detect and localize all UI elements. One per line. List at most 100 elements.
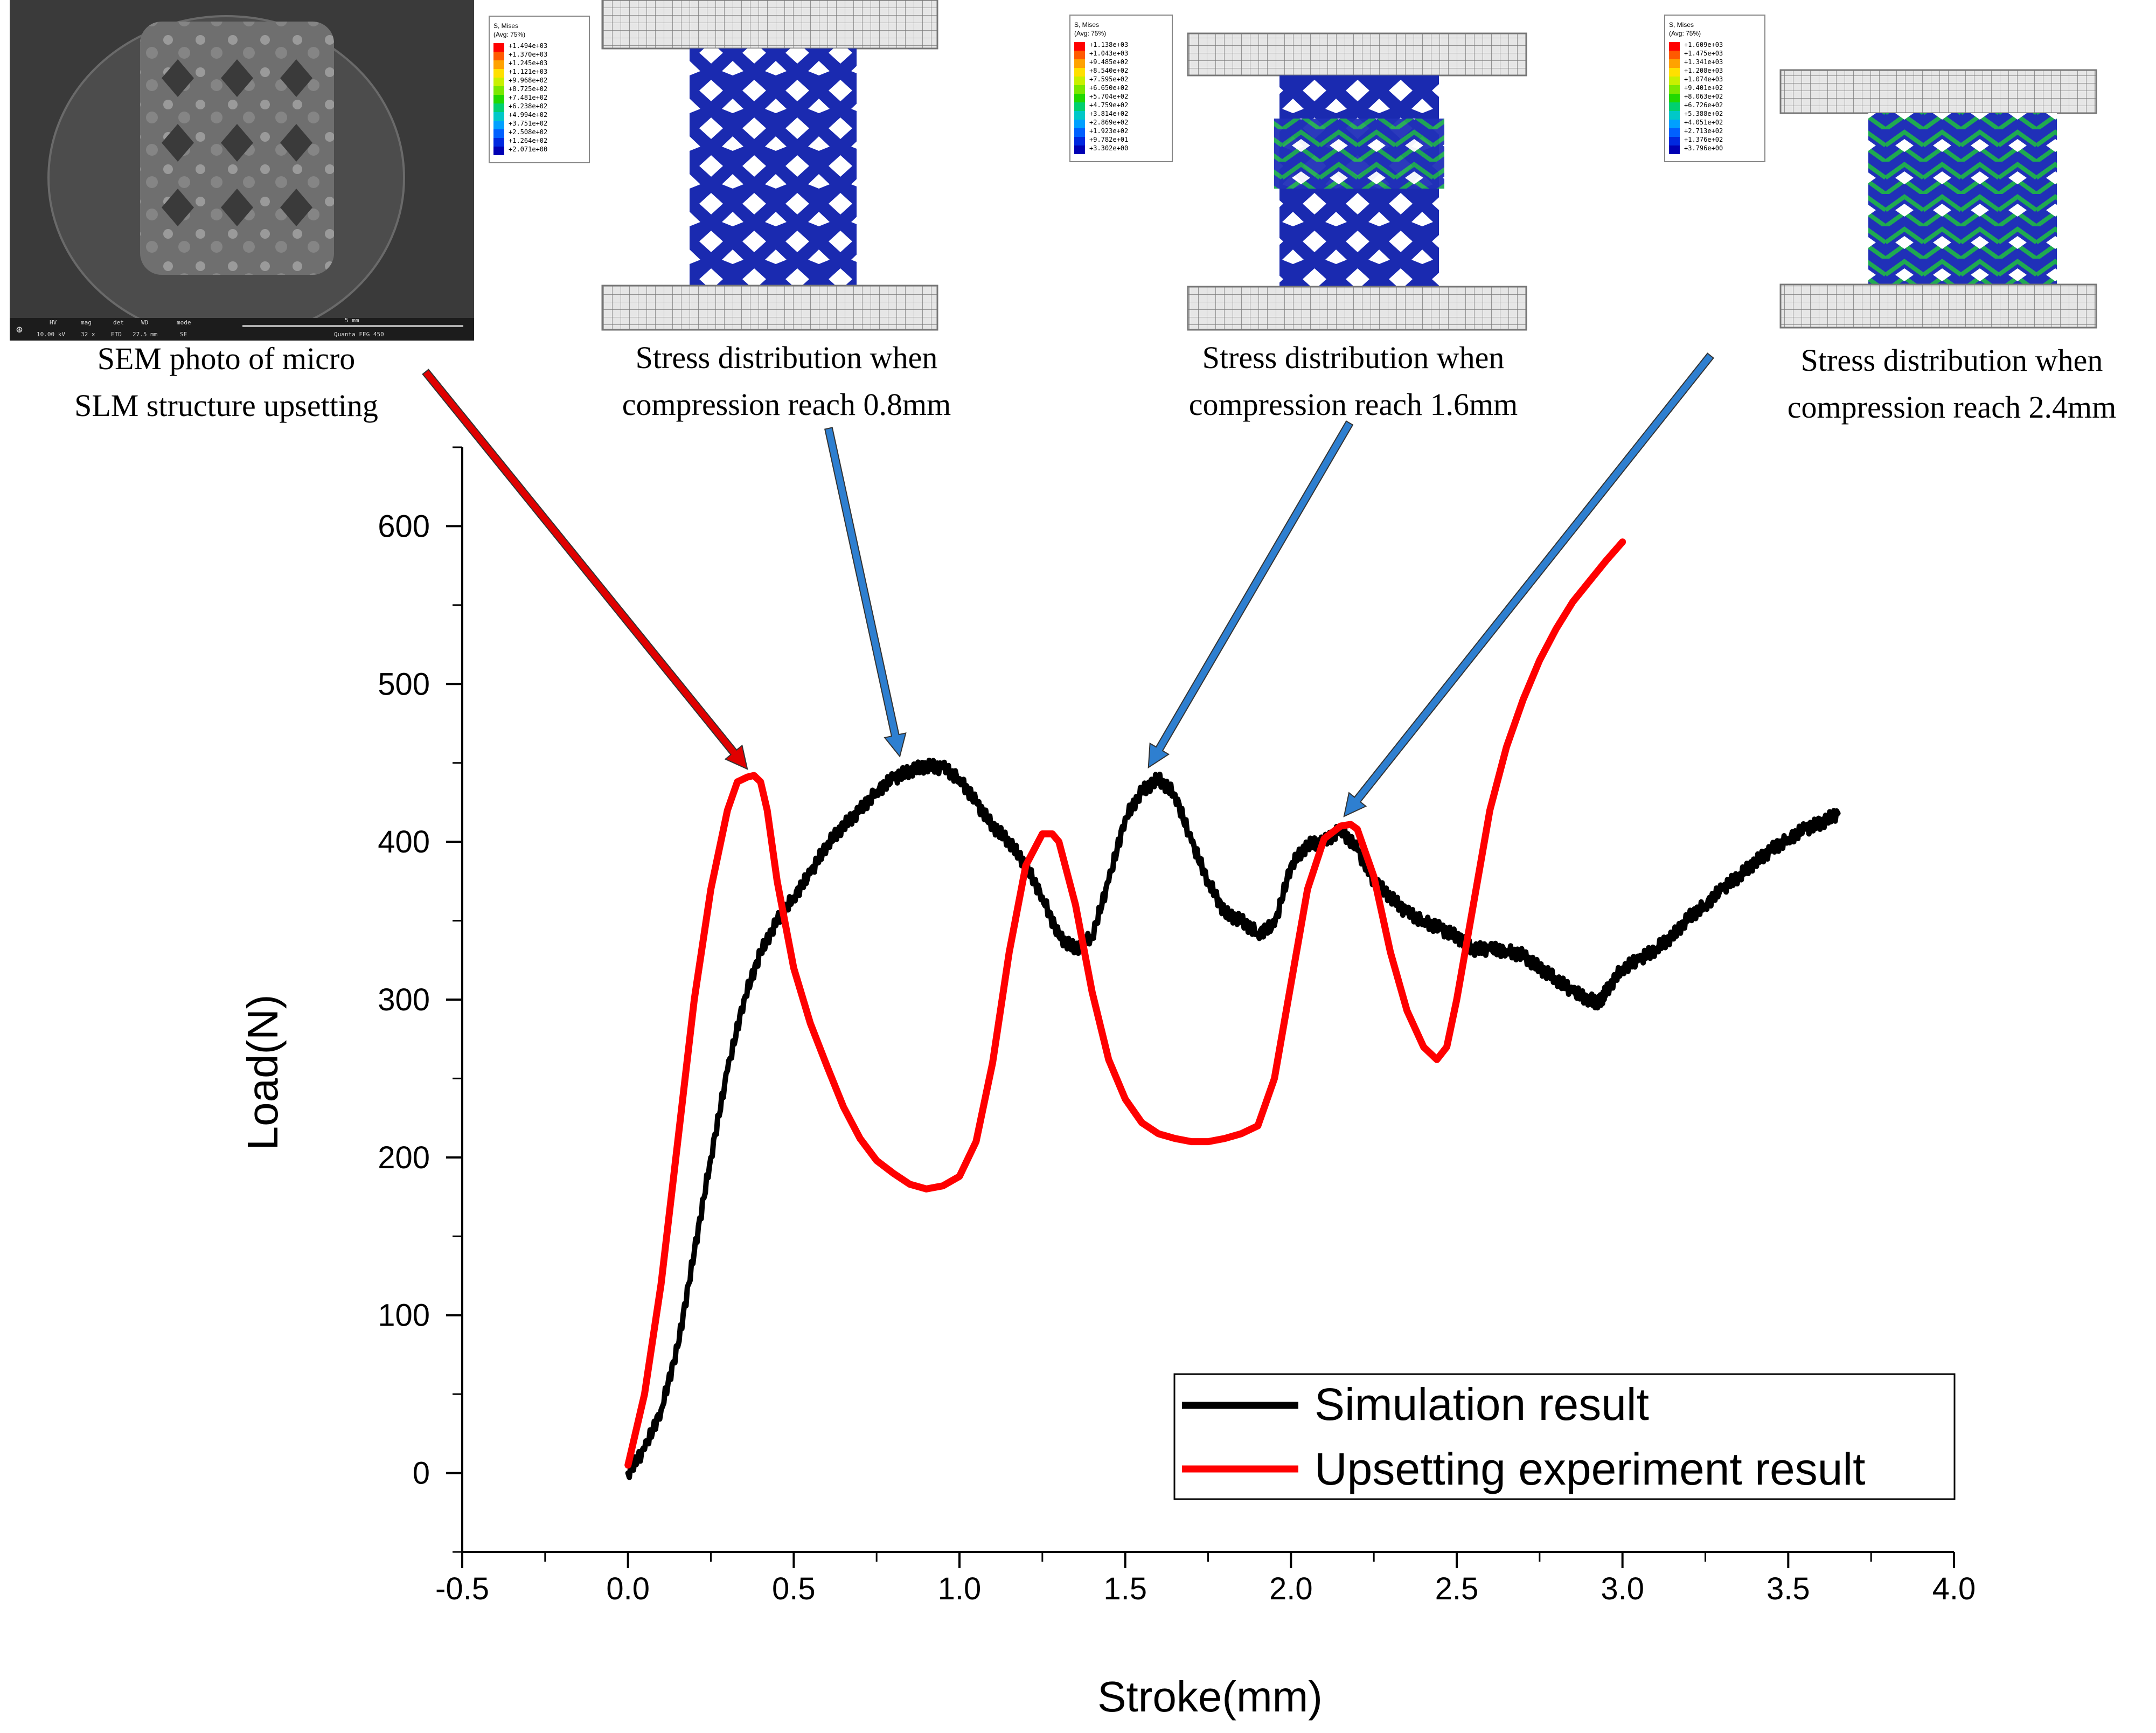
stress-legend-value: +1.370e+03 xyxy=(509,51,547,58)
stress-legend-value: +2.713e+02 xyxy=(1684,127,1723,135)
stress-legend-swatch xyxy=(1074,111,1085,120)
stress-legend-values: +1.138e+03 +1.043e+03+9.485e+02+8.540e+02… xyxy=(1089,41,1128,152)
lower-platen xyxy=(1187,286,1527,331)
load-stroke-chart: -0.5 0.0 0.5 1.0 1.5 2.0 2.5 3.0 3.5 4.0 0 100 200 3… xyxy=(239,352,1976,1721)
stress-legend-1: S, Mises (Avg: 75%) +1.494e+03+1.370e+03… xyxy=(489,16,590,163)
fem-panel-0-8mm: S, Mises (Avg: 75%) +1.494e+03+1.370e+03… xyxy=(489,0,938,331)
stress-legend-value: +1.138e+03 xyxy=(1089,41,1128,48)
y-tick-label: 0 xyxy=(413,1456,430,1491)
stress-legend-frame xyxy=(1664,15,1765,162)
stress-legend-value: +8.063e+02 xyxy=(1684,93,1723,100)
legend-frame xyxy=(1173,1373,1956,1500)
stress-legend-swatch xyxy=(1074,59,1085,68)
series-simulation-line xyxy=(625,758,1841,1480)
stress-legend-3: S, Mises (Avg: 75%) +1.609e+03 +1.475e+03… xyxy=(1664,15,1765,162)
stress-legend-swatch xyxy=(1669,145,1680,154)
stress-legend-value: +2.869e+02 xyxy=(1089,119,1128,126)
stress-legend-value: +4.759e+02 xyxy=(1089,101,1128,109)
x-axis-label: Stroke(mm) xyxy=(1097,1673,1323,1721)
legend-label-simulation: Simulation result xyxy=(1315,1379,1649,1430)
stress-legend-swatch xyxy=(493,95,504,103)
x-tick-label: 0.5 xyxy=(772,1571,816,1606)
stress-legend-swatch xyxy=(493,60,504,69)
chart-series xyxy=(624,538,1841,1480)
stress-legend-value: +9.401e+02 xyxy=(1684,84,1723,92)
series-experiment-line xyxy=(624,538,1626,1469)
stress-legend-value: +8.725e+02 xyxy=(509,85,547,93)
stress-legend-subtitle: (Avg: 75%) xyxy=(1074,30,1106,37)
lower-platen xyxy=(601,285,938,331)
stress-legend-value: +5.388e+02 xyxy=(1684,110,1723,117)
stress-legend-2: S, Mises (Avg: 75%) +1.138e+03 +1.043e+03… xyxy=(1069,15,1173,162)
stress-legend-value: +9.485e+02 xyxy=(1089,58,1128,66)
sem-info-bar xyxy=(10,318,474,341)
stress-legend-frame xyxy=(1069,15,1173,162)
caption-1-6mm-line2: compression reach 1.6mm xyxy=(1189,387,1518,422)
stress-legend-swatch xyxy=(1074,68,1085,77)
stress-legend-value: +9.782e+01 xyxy=(1089,136,1128,143)
stress-legend-swatch xyxy=(1074,94,1085,102)
stress-legend-swatch xyxy=(1074,145,1085,154)
y-axis-ticks: 0 100 200 300 400 500 600 xyxy=(378,446,462,1553)
chart-legend: Simulation result Upsetting experiment r… xyxy=(1173,1373,1956,1500)
stress-legend-value: +2.071e+00 xyxy=(509,145,547,153)
caption-0-8mm-line2: compression reach 0.8mm xyxy=(622,387,951,422)
stress-legend-swatch xyxy=(1669,68,1680,77)
sem-value-wd: 27.5 mm xyxy=(133,331,158,338)
x-tick-label: 3.5 xyxy=(1766,1571,1810,1606)
x-tick-label: 0.0 xyxy=(606,1571,650,1606)
sem-header-wd: WD xyxy=(141,319,148,326)
y-tick-label: 500 xyxy=(378,667,430,702)
caption-0-8mm-line1: Stress distribution when xyxy=(636,340,938,375)
stress-legend-subtitle: (Avg: 75%) xyxy=(1669,30,1701,37)
lower-platen xyxy=(1779,283,2097,329)
stress-legend-swatch xyxy=(1669,51,1680,59)
x-tick-label: -0.5 xyxy=(435,1571,489,1606)
stress-legend-swatch xyxy=(493,86,504,95)
stress-legend-title: S, Mises xyxy=(493,22,518,30)
stress-legend-swatch xyxy=(1669,59,1680,68)
stress-legend-frame xyxy=(489,16,590,163)
sem-photo-panel: ⊛ HV 10.00 kV mag 32 x det ETD WD 27.5 m… xyxy=(10,0,474,341)
lattice-stress-band xyxy=(1274,119,1444,189)
stress-legend-swatch xyxy=(493,112,504,121)
stress-legend-swatch xyxy=(1669,85,1680,94)
stress-legend-value: +1.923e+02 xyxy=(1089,127,1128,135)
stress-legend-value: +9.968e+02 xyxy=(509,77,547,84)
caption-sem: SEM photo of micro SLM structure upsetti… xyxy=(74,341,378,423)
stress-legend-subtitle: (Avg: 75%) xyxy=(493,31,525,38)
stress-legend-value: +1.475e+03 xyxy=(1684,50,1723,57)
y-tick-label: 300 xyxy=(378,982,430,1017)
stress-legend-value: +3.302e+00 xyxy=(1089,144,1128,152)
stress-legend-swatch xyxy=(493,52,504,60)
caption-2-4mm-line1: Stress distribution when xyxy=(1801,343,2103,378)
stress-legend-swatches xyxy=(1074,42,1085,154)
sem-value-hv: 10.00 kV xyxy=(37,331,65,338)
stress-legend-value: +1.121e+03 xyxy=(509,68,547,75)
stress-legend-swatch xyxy=(493,138,504,147)
stress-legend-value: +7.481e+02 xyxy=(509,94,547,101)
stress-legend-swatch xyxy=(1669,94,1680,102)
stress-legend-swatch xyxy=(493,121,504,129)
y-tick-label: 600 xyxy=(378,509,430,544)
stress-legend-swatch xyxy=(493,147,504,155)
stress-legend-swatch xyxy=(1669,111,1680,120)
sem-instrument: Quanta FEG 450 xyxy=(334,331,384,338)
upper-platen xyxy=(1187,32,1527,77)
stress-legend-value: +6.650e+02 xyxy=(1089,84,1128,92)
caption-1-6mm-line1: Stress distribution when xyxy=(1202,340,1505,375)
annotation-arrows xyxy=(422,352,1714,817)
x-tick-label: 2.0 xyxy=(1269,1571,1313,1606)
stress-legend-swatch xyxy=(1669,120,1680,128)
annotation-arrow xyxy=(422,369,748,770)
stress-legend-swatch xyxy=(493,78,504,86)
stress-legend-swatches xyxy=(1669,42,1680,154)
stress-legend-title: S, Mises xyxy=(1669,21,1694,29)
stress-legend-value: +1.494e+03 xyxy=(509,42,547,50)
stress-legend-value: +1.376e+02 xyxy=(1684,136,1723,143)
stress-legend-value: +4.994e+02 xyxy=(509,111,547,119)
stress-legend-value: +3.796e+00 xyxy=(1684,144,1723,152)
sem-scale-label: 5 mm xyxy=(345,317,359,324)
y-tick-label: 400 xyxy=(378,824,430,859)
